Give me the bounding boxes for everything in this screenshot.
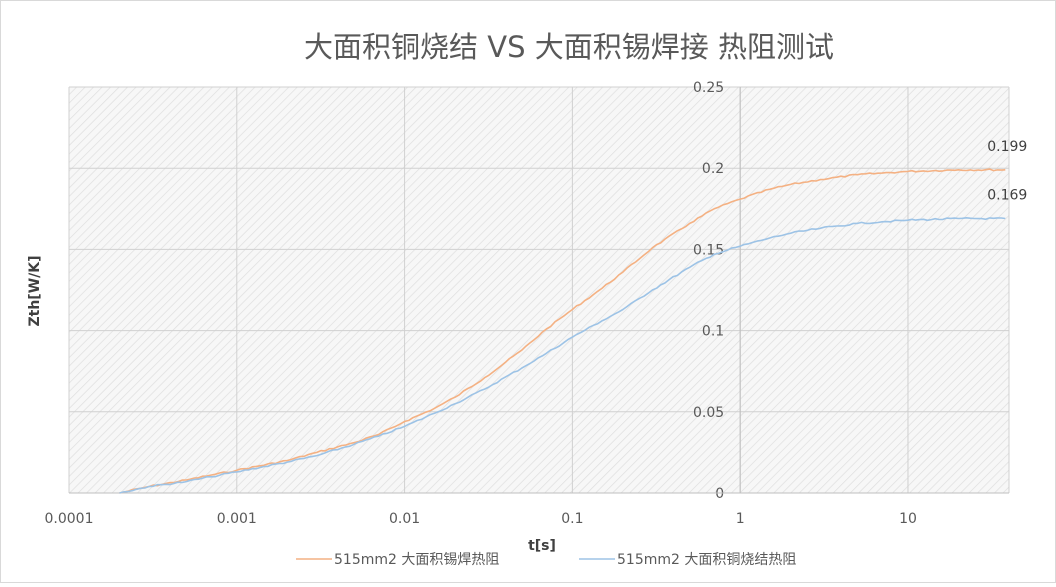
legend-label-2: 515mm2 大面积铜烧结热阻 xyxy=(617,552,796,568)
x-tick-label: 0.001 xyxy=(217,511,257,527)
label-layer: 0.199 0.169 xyxy=(987,139,1027,204)
series-layer xyxy=(119,168,1006,494)
data-label-1: 0.199 xyxy=(987,139,1027,155)
plot-area xyxy=(69,87,1009,493)
y-tick-label: 0.15 xyxy=(693,242,724,258)
x-tick-label: 0.1 xyxy=(561,511,583,527)
y-tick-label: 0.05 xyxy=(693,405,724,421)
axis-layer: 0 0.05 0.1 0.15 0.2 0.25 0.0001 0.001 0.01 0.1 1 10 xyxy=(45,80,1009,527)
x-tick-label: 0.0001 xyxy=(45,511,94,527)
data-label-2: 0.169 xyxy=(987,188,1027,204)
y-axis-title: Zth[W/K] xyxy=(27,255,43,326)
chart-title: 大面积铜烧结 VS 大面积锡焊接 热阻测试 xyxy=(304,30,834,64)
y-tick-label: 0.1 xyxy=(702,324,724,340)
series-line-2 xyxy=(119,217,1006,494)
y-tick-label: 0.2 xyxy=(702,161,724,177)
series-line-1 xyxy=(119,168,1006,494)
x-tick-label: 10 xyxy=(899,511,917,527)
x-tick-label: 1 xyxy=(736,511,745,527)
y-tick-label: 0 xyxy=(715,486,724,502)
y-tick-label: 0.25 xyxy=(693,80,724,96)
legend-label-1: 515mm2 大面积锡焊热阻 xyxy=(334,552,499,568)
legend: 515mm2 大面积锡焊热阻 515mm2 大面积铜烧结热阻 xyxy=(296,552,796,568)
x-tick-label: 0.01 xyxy=(389,511,420,527)
x-axis-title: t[s] xyxy=(528,538,556,554)
